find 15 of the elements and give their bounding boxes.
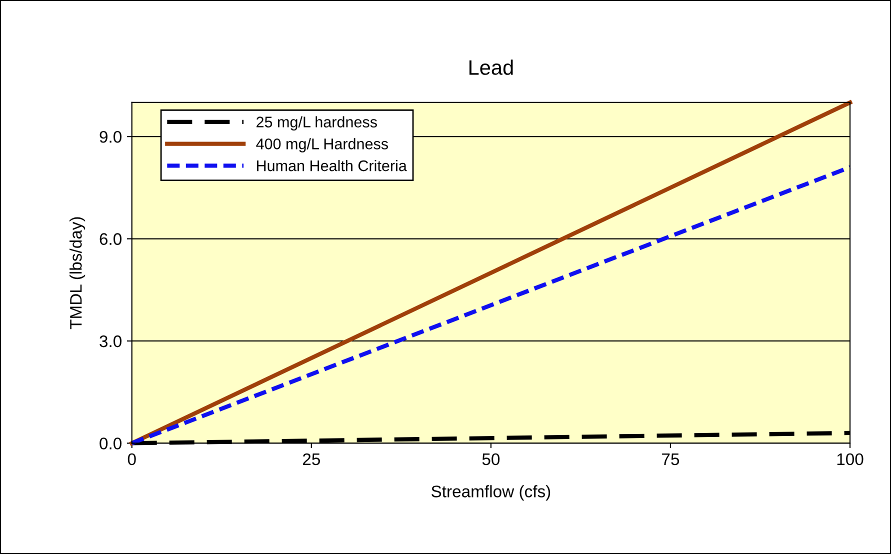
y-tick-label: 3.0: [100, 335, 122, 348]
y-axis-title: TMDL (lbs/day): [70, 217, 86, 330]
x-tick-label: 100: [837, 453, 864, 466]
y-tick-label: 0.0: [100, 438, 122, 450]
legend-label: Human Health Criteria: [257, 160, 407, 172]
x-tick-label: 50: [482, 453, 500, 466]
chart-title: Lead: [469, 60, 513, 75]
y-tick-label: 6.0: [100, 233, 122, 245]
y-tick-label: 9.0: [100, 130, 122, 143]
x-tick-label: 75: [662, 454, 680, 466]
x-tick-label: 0: [128, 453, 136, 466]
legend-label: 25 mg/L hardness: [256, 116, 377, 130]
legend-label: 400 mg/L Hardness: [256, 138, 388, 152]
x-axis-title: Streamflow (cfs): [432, 485, 550, 501]
x-tick-label: 25: [302, 453, 320, 466]
